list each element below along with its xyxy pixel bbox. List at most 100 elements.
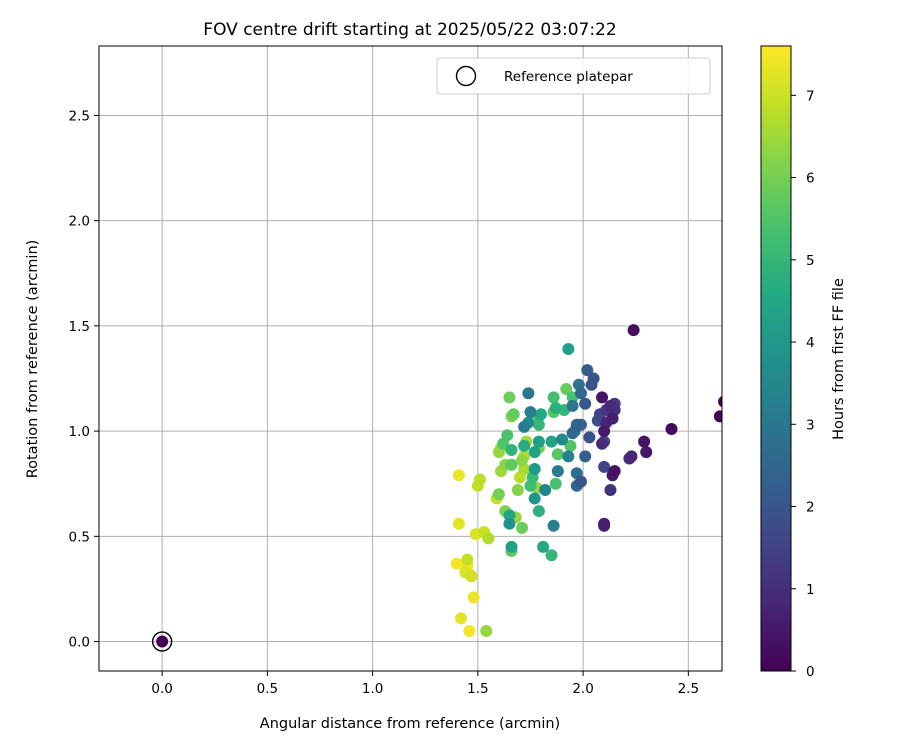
reference-point — [156, 635, 169, 648]
data-point — [598, 460, 611, 473]
data-point — [596, 391, 609, 404]
data-point — [505, 540, 518, 553]
data-point — [570, 418, 583, 431]
data-point — [583, 431, 596, 444]
data-point — [718, 396, 722, 408]
data-point — [516, 454, 529, 467]
data-point — [598, 425, 611, 438]
data-point — [492, 488, 505, 501]
data-point — [564, 439, 577, 452]
data-point — [532, 505, 545, 518]
data-point — [518, 439, 531, 452]
data-point — [574, 387, 587, 400]
data-point — [566, 399, 579, 412]
data-point — [450, 557, 463, 570]
data-point — [545, 549, 558, 562]
data-point — [473, 473, 486, 486]
colorbar-tick-label: 3 — [806, 417, 815, 433]
x-tick-label: 1.0 — [362, 681, 383, 697]
data-point — [524, 406, 537, 419]
data-point — [579, 450, 592, 463]
x-tick-label: 0.5 — [257, 681, 278, 697]
data-point — [551, 465, 564, 478]
data-point — [511, 484, 524, 497]
data-point — [549, 477, 562, 490]
colorbar-ticks: 0 1 2 3 4 5 6 7 — [791, 88, 815, 680]
colorbar-gradient — [760, 45, 792, 672]
data-point — [534, 408, 547, 421]
reference-marker — [151, 631, 173, 652]
data-point — [560, 383, 573, 396]
chart-title: FOV centre drift starting at 2025/05/22 … — [203, 20, 616, 40]
data-point — [598, 519, 611, 532]
grid-lines — [99, 46, 722, 671]
data-point — [574, 475, 587, 488]
colorbar-tick-label: 7 — [806, 88, 815, 104]
data-point — [547, 391, 560, 404]
colorbar-tick-label: 4 — [806, 335, 815, 351]
data-point — [532, 435, 545, 448]
data-point — [463, 625, 476, 638]
y-axis-ticks: 0.0 0.5 1.0 1.5 2.0 2.5 — [69, 108, 99, 651]
data-point — [503, 517, 516, 530]
colorbar-label: Hours from first FF file — [831, 278, 847, 440]
colorbar-tick-label: 1 — [806, 582, 815, 598]
data-points — [450, 324, 722, 638]
y-tick-label: 1.0 — [69, 424, 90, 440]
data-point — [455, 612, 468, 625]
data-point — [547, 519, 560, 532]
data-point — [461, 553, 474, 566]
data-point — [480, 625, 493, 638]
x-axis-label: Angular distance from reference (arcmin) — [260, 716, 560, 732]
data-point — [604, 484, 617, 497]
data-point — [713, 410, 722, 423]
data-point — [551, 448, 564, 461]
x-tick-label: 0.0 — [151, 681, 172, 697]
data-point — [452, 469, 465, 482]
data-point — [501, 429, 514, 442]
data-point — [579, 397, 592, 410]
colorbar-tick-label: 5 — [806, 253, 815, 269]
data-point — [532, 418, 545, 431]
data-point — [537, 540, 550, 553]
data-point — [522, 387, 535, 400]
legend-marker-icon — [455, 65, 477, 87]
data-point — [467, 591, 480, 604]
y-tick-label: 2.0 — [69, 214, 90, 230]
data-point — [625, 450, 638, 463]
data-point — [482, 532, 495, 545]
y-tick-label: 2.5 — [69, 108, 90, 124]
data-point — [545, 435, 558, 448]
y-tick-label: 0.5 — [69, 529, 90, 545]
data-point — [518, 420, 531, 433]
data-point — [596, 437, 609, 450]
colorbar: 0 1 2 3 4 5 6 7 Hours from first FF file — [760, 45, 847, 680]
legend: Reference platepar — [436, 57, 711, 95]
plot-frame — [98, 45, 723, 672]
data-point — [562, 450, 575, 463]
colorbar-tick-label: 2 — [806, 500, 815, 516]
data-point — [503, 391, 516, 404]
legend-box — [436, 57, 711, 95]
data-point — [505, 444, 518, 457]
data-point — [608, 465, 621, 478]
data-point — [604, 399, 617, 412]
data-point — [665, 422, 678, 435]
colorbar-tick-label: 0 — [806, 664, 815, 680]
data-point — [452, 517, 465, 530]
data-point — [528, 462, 541, 475]
data-point — [640, 446, 653, 459]
data-point — [528, 492, 541, 505]
data-point — [539, 484, 552, 497]
data-point — [528, 446, 541, 459]
y-axis-label: Rotation from reference (arcmin) — [25, 240, 41, 479]
data-point — [638, 435, 651, 448]
y-tick-label: 1.5 — [69, 319, 90, 335]
data-point — [516, 521, 529, 534]
y-tick-label: 0.0 — [69, 635, 90, 651]
data-point — [549, 401, 562, 414]
data-point — [503, 509, 516, 522]
data-point — [556, 433, 569, 446]
colorbar-tick-label: 6 — [806, 171, 815, 187]
